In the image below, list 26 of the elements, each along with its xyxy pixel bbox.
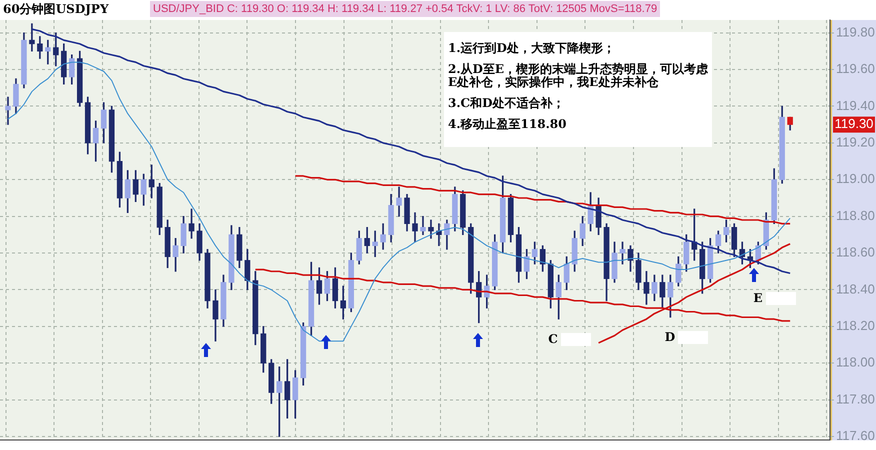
y-tick-label: 118.00 [836, 354, 875, 370]
y-tick-label: 118.80 [836, 208, 875, 223]
y-tick-label: 118.20 [836, 318, 875, 334]
y-tick-label: 117.80 [836, 391, 875, 406]
chart-subtitle: USD/JPY_BID C: 119.30 O: 119.34 H: 119.34 L: 119.27 +0.54 TckV: 1 LV: 86 TotV: 12505 MovS=118.79 [150, 1, 660, 17]
y-tick-label: 119.00 [836, 171, 875, 186]
annotation: 4.移动止盈至118.80 [448, 117, 568, 131]
candlestick [29, 23, 35, 52]
y-tick-label: 118.60 [836, 244, 875, 260]
candlestick [5, 96, 11, 125]
annotation: D [664, 330, 676, 344]
annotation: 2.从D至E，楔形的末端上升态势明显，可以考虑E处补仓，实际操作中，我E处并未补仓 [448, 62, 710, 89]
candlestick [420, 216, 426, 236]
text: 119.30 [834, 116, 874, 132]
annotation: 3.C和D处不适合补； [448, 96, 566, 110]
y-tick-label: 117.60 [836, 428, 875, 444]
annotation: C [548, 332, 558, 346]
annotation: E [753, 291, 763, 306]
candlestick [620, 242, 626, 264]
chart-title: 60分钟图USDJPY [0, 0, 151, 18]
y-tick-label: 119.40 [836, 98, 875, 113]
annotation: 1.运行到D处，大致下降楔形； [448, 41, 616, 55]
y-tick-label: 119.80 [836, 24, 875, 40]
y-tick-label: 119.20 [836, 134, 875, 150]
y-tick-label: 118.40 [836, 281, 875, 296]
y-tick-label: 119.60 [836, 61, 875, 76]
